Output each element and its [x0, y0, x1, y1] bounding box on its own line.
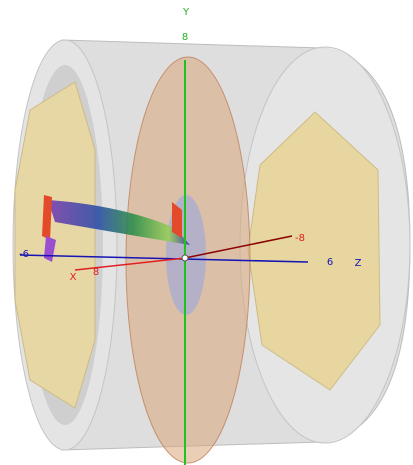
- x-tick-label: -8: [295, 233, 305, 244]
- x-tick-label: 8: [93, 267, 99, 278]
- x-axis-label: X: [70, 272, 77, 283]
- z-axis-label: Z: [355, 258, 362, 269]
- origin: [182, 255, 188, 261]
- scene-view: Y 8 X 8 -8 -6 6 Z: [0, 0, 413, 465]
- z-tick-label: 6: [327, 257, 333, 268]
- detector-geometry: [13, 40, 410, 463]
- y-axis-label: Y: [182, 7, 190, 18]
- y-tick-label: 8: [182, 32, 188, 43]
- z-tick-label: -6: [19, 249, 29, 260]
